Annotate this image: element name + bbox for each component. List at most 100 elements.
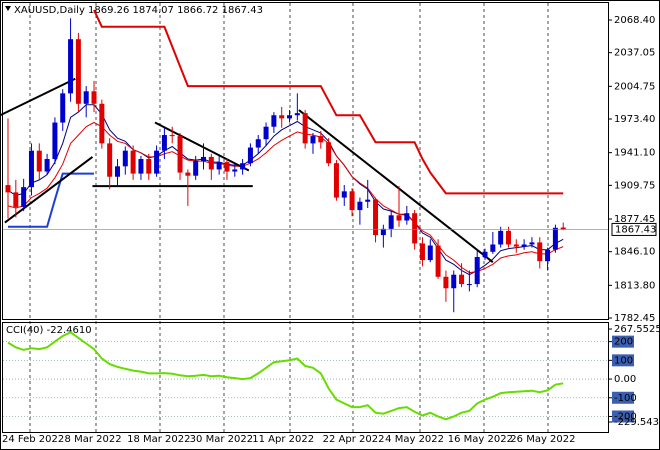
trendline xyxy=(0,77,76,117)
level-label-box xyxy=(612,391,634,404)
candle-body xyxy=(505,230,511,245)
candle-body xyxy=(404,213,410,221)
current-price-box xyxy=(611,222,657,236)
candle-body xyxy=(107,143,113,177)
indicator-title: CCI(40) -22.4610 xyxy=(6,325,92,336)
candle-body xyxy=(177,136,183,173)
x-tick-label: 24 Feb 2022 xyxy=(2,434,64,445)
y-tick-label: -100 xyxy=(614,393,637,404)
candle-body xyxy=(271,115,277,127)
candle-body xyxy=(521,244,527,247)
y-tick-label: 1941.10 xyxy=(614,148,655,159)
candle-body xyxy=(44,159,50,172)
candle-body xyxy=(419,243,425,261)
y-tick-label: 200 xyxy=(614,337,633,348)
candle-body xyxy=(302,113,308,144)
candle-body xyxy=(412,213,418,244)
candle-body xyxy=(83,91,89,104)
candle-body xyxy=(21,187,27,207)
y-tick-label: 1877.45 xyxy=(614,214,655,225)
candle-body xyxy=(341,191,347,198)
candle-body xyxy=(216,162,222,170)
candle-body xyxy=(99,103,105,144)
candle-body xyxy=(130,150,136,174)
candle-body xyxy=(443,276,449,289)
candle-body xyxy=(529,242,535,245)
y-tick-label: 2068.40 xyxy=(614,15,655,26)
candle-body xyxy=(427,245,433,261)
main-panel xyxy=(2,2,609,320)
candle-body xyxy=(208,156,214,170)
candle-body xyxy=(114,166,120,177)
x-tick-label: 4 May 2022 xyxy=(385,434,444,445)
candle-body xyxy=(349,191,355,211)
candle-body xyxy=(161,135,167,151)
indicator-line xyxy=(7,331,564,421)
level-label-box xyxy=(612,354,634,367)
y-tick-label: 2037.05 xyxy=(614,48,655,59)
candle-body xyxy=(373,199,379,236)
candle-body xyxy=(537,242,543,262)
candle-body xyxy=(466,284,472,286)
candle-body xyxy=(380,228,386,236)
candle-body xyxy=(498,230,504,245)
candle-body xyxy=(52,122,58,160)
x-tick-label: 26 May 2022 xyxy=(510,434,575,445)
candle-body xyxy=(490,244,496,252)
candle-body xyxy=(310,136,316,144)
y-tick-label: 2004.75 xyxy=(614,81,655,92)
candle-body xyxy=(545,249,551,262)
candle-body xyxy=(357,201,363,211)
candle-body xyxy=(255,139,261,148)
x-tick-label: 22 Apr 2022 xyxy=(323,434,385,445)
candle-body xyxy=(482,251,488,257)
candle-body xyxy=(169,135,175,137)
candle-body xyxy=(36,150,42,172)
candle-body xyxy=(146,159,152,174)
candle-body xyxy=(60,93,66,123)
y-tick-label: 1909.75 xyxy=(614,180,655,191)
candle-body xyxy=(28,150,34,188)
candle-body xyxy=(318,136,324,143)
y-tick-label: 1813.80 xyxy=(614,280,655,291)
candle-body xyxy=(365,199,371,202)
candle-body xyxy=(287,115,293,119)
candle-body xyxy=(474,256,480,285)
candle-body xyxy=(247,147,253,164)
candle-body xyxy=(459,274,465,285)
candle-body xyxy=(201,156,206,162)
candle-body xyxy=(513,244,519,247)
candle-body xyxy=(138,159,144,174)
candle-body xyxy=(122,150,128,167)
y-tick-label: 0.00 xyxy=(614,374,636,385)
candle-body xyxy=(326,142,332,164)
candle-body xyxy=(451,274,457,289)
candle-body xyxy=(396,215,402,221)
candle-body xyxy=(240,163,246,170)
x-tick-label: 16 May 2022 xyxy=(448,434,513,445)
x-tick-label: 18 Mar 2022 xyxy=(127,434,190,445)
x-tick-label: 11 Apr 2022 xyxy=(252,434,314,445)
candle-body xyxy=(68,39,74,94)
ohlc-label: 1869.26 1874.07 1866.72 1867.43 xyxy=(88,5,263,16)
candle-body xyxy=(185,172,191,176)
candle-body xyxy=(5,185,11,193)
y-tick-label: -200 xyxy=(614,411,637,422)
candle-body xyxy=(279,115,285,119)
overlay-line xyxy=(8,172,94,228)
candle-body xyxy=(13,192,19,207)
candle-body xyxy=(193,161,199,176)
candle-body xyxy=(333,163,339,198)
candle-body xyxy=(224,162,230,172)
y-tick-label: 100 xyxy=(614,355,633,366)
current-price-label: 1867.43 xyxy=(615,224,656,235)
candle-body xyxy=(154,150,160,174)
candle-body xyxy=(435,245,441,277)
collapse-icon xyxy=(5,6,11,11)
symbol-label: XAUUSD,Daily xyxy=(14,5,85,16)
level-label-box xyxy=(612,410,634,423)
indicator-panel xyxy=(2,322,609,433)
